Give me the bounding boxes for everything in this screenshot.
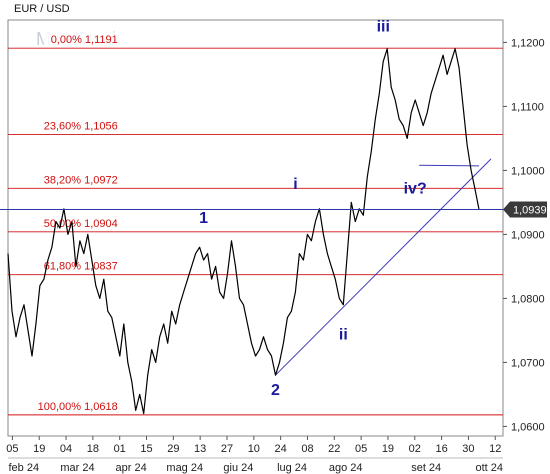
fib-label-bg-1 xyxy=(43,118,140,132)
x-month-label-7: set 24 xyxy=(411,462,441,474)
x-tick-label-6: 29 xyxy=(167,443,179,455)
fib-level-label-2: 38,20% 1,0972 xyxy=(44,174,118,186)
wave-label-5: 2 xyxy=(271,382,280,399)
wave-label-1: i xyxy=(293,176,297,193)
fib-level-label-5: 100,00% 1,0618 xyxy=(38,401,118,413)
trendlines-group xyxy=(275,158,492,376)
wave-label-2: iv? xyxy=(404,180,427,197)
chart-title: EUR / USD xyxy=(14,3,70,15)
fib-label-bg-4 xyxy=(43,258,140,272)
x-tick-label-11: 08 xyxy=(301,443,313,455)
y-tick-label-4: 1,1000 xyxy=(511,165,545,177)
x-tick-label-17: 30 xyxy=(462,443,474,455)
fib-label-bg-0 xyxy=(43,32,140,46)
wave-trendline xyxy=(275,158,492,376)
x-tick-label-7: 13 xyxy=(194,443,206,455)
wave-iv-line xyxy=(419,164,480,167)
wave-label-4: ii xyxy=(339,326,348,343)
x-month-label-1: mar 24 xyxy=(60,462,94,474)
y-tick-label-5: 1,1100 xyxy=(511,101,544,113)
x-month-label-8: ott 24 xyxy=(475,462,503,474)
price-series-line xyxy=(7,48,480,415)
y-tick-label-3: 1,0900 xyxy=(511,229,545,241)
y-tick-label-0: 1,0600 xyxy=(511,421,545,433)
x-tick-label-10: 24 xyxy=(275,443,287,455)
x-tick-label-9: 10 xyxy=(248,443,260,455)
y-axis: 1,0600 1,0700 1,0800 1,0900 1,1000 1,1100 1,12… xyxy=(503,37,545,433)
x-month-label-6: ago 24 xyxy=(329,462,363,474)
y-tick-label-2: 1,0800 xyxy=(511,293,545,305)
x-tick-label-16: 16 xyxy=(435,443,447,455)
fib-level-label-4: 61,80% 1,0837 xyxy=(44,261,118,273)
x-tick-label-3: 18 xyxy=(87,443,99,455)
fib-label-bg-2 xyxy=(43,172,140,186)
fib-level-label-3: 50,00% 1,0904 xyxy=(44,218,118,230)
wave-label-0: iii xyxy=(377,19,390,36)
x-tick-label-0: 05 xyxy=(6,443,18,455)
x-tick-label-12: 22 xyxy=(328,443,340,455)
fib-label-bg-5 xyxy=(43,398,140,412)
fib-level-label-1: 23,60% 1,1056 xyxy=(44,121,118,133)
x-tick-label-13: 05 xyxy=(355,443,367,455)
fib-levels-group: 0,00% 1,1191 23,60% 1,1056 38,20% 1,0972 50… xyxy=(8,32,503,416)
fib-label-bg-3 xyxy=(43,215,140,229)
fib-level-label-0: 0,00% 1,1191 xyxy=(51,34,118,46)
y-tick-label-1: 1,0700 xyxy=(511,357,545,369)
x-tick-label-8: 27 xyxy=(221,443,233,455)
current-price-group: 1,0939 xyxy=(0,201,547,218)
x-tick-label-5: 15 xyxy=(140,443,152,455)
x-month-label-2: apr 24 xyxy=(116,462,147,474)
x-tick-label-18: 12 xyxy=(489,443,501,455)
x-month-label-5: lug 24 xyxy=(277,462,307,474)
x-tick-label-2: 04 xyxy=(60,443,72,455)
wave-label-3: 1 xyxy=(199,210,208,227)
x-tick-label-14: 19 xyxy=(382,443,394,455)
x-tick-label-15: 02 xyxy=(409,443,421,455)
current-price-label: 1,0939 xyxy=(513,204,547,216)
x-tick-label-4: 01 xyxy=(114,443,126,455)
x-month-label-3: mag 24 xyxy=(166,462,203,474)
plot-area-frame xyxy=(7,19,504,437)
x-axis: 05 19 04 18 01 15 29 13 27 10 24 08 22 05 19 02 16 30 12 fe… xyxy=(6,436,503,474)
x-month-label-0: feb 24 xyxy=(9,462,40,474)
y-tick-label-6: 1,1200 xyxy=(511,37,545,49)
price-series-group xyxy=(7,48,480,415)
current-price-flag xyxy=(503,201,547,218)
x-tick-label-1: 19 xyxy=(33,443,45,455)
x-month-label-4: giu 24 xyxy=(223,462,253,474)
